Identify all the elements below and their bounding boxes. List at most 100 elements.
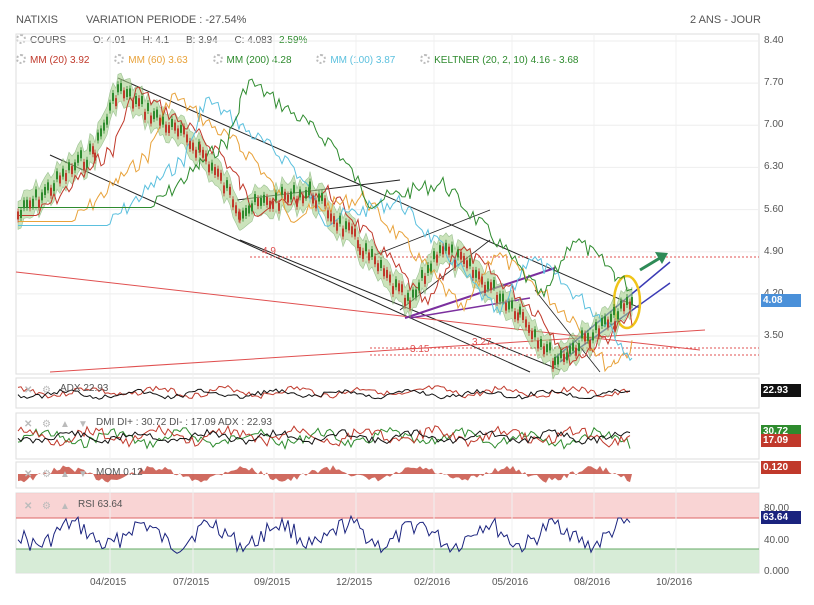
candle-body bbox=[220, 172, 222, 181]
period-selector[interactable]: 2 ANS - JOUR bbox=[690, 14, 761, 26]
candle-body bbox=[531, 331, 533, 340]
candle-body bbox=[103, 122, 105, 131]
mom-area bbox=[18, 465, 632, 483]
candle-body bbox=[481, 276, 483, 285]
candle-body bbox=[174, 122, 176, 131]
candle-body bbox=[499, 293, 501, 302]
level-label-3.27: 3.27 bbox=[472, 337, 492, 348]
candle-body bbox=[578, 343, 580, 352]
candle-body bbox=[442, 246, 444, 255]
trendline bbox=[534, 289, 601, 373]
candle-body bbox=[620, 300, 622, 309]
candle-body bbox=[94, 152, 96, 161]
candle-body bbox=[20, 209, 22, 218]
candle-body bbox=[147, 103, 149, 112]
close-icon[interactable]: ✕ bbox=[24, 501, 33, 512]
candle-body bbox=[595, 322, 597, 331]
gear-icon[interactable] bbox=[316, 54, 327, 64]
candle-body bbox=[106, 116, 108, 125]
x-tick-label: 02/2016 bbox=[414, 577, 451, 588]
gear-icon[interactable]: ⚙ bbox=[42, 419, 51, 430]
x-tick-label: 04/2015 bbox=[90, 577, 127, 588]
candle-body bbox=[71, 166, 73, 175]
gear-icon[interactable] bbox=[420, 54, 431, 64]
x-tick-label: 12/2015 bbox=[336, 577, 373, 588]
candle-body bbox=[371, 248, 373, 257]
mom-value-tag: 0.120 bbox=[761, 461, 801, 474]
rsi-label: RSI 63.64 bbox=[78, 499, 123, 510]
close-icon[interactable]: ✕ bbox=[24, 469, 33, 480]
candle-body bbox=[581, 330, 583, 339]
mm20-line bbox=[18, 86, 633, 367]
candle-body bbox=[439, 245, 441, 254]
candle-body bbox=[566, 352, 568, 361]
gear-icon[interactable] bbox=[212, 54, 223, 64]
di-minus-tag: 17.09 bbox=[761, 434, 801, 447]
gear-icon[interactable] bbox=[114, 54, 125, 64]
candle-body bbox=[517, 312, 519, 321]
candle-body bbox=[117, 84, 119, 93]
candle-body bbox=[235, 205, 237, 214]
candle-body bbox=[549, 342, 551, 351]
level-label-3.15: 3.15 bbox=[410, 344, 430, 355]
arrow-up-icon[interactable]: ▲ bbox=[60, 501, 70, 512]
candle-body bbox=[546, 344, 548, 353]
arrow-head bbox=[655, 252, 668, 264]
candle-body bbox=[56, 171, 58, 180]
candle-body bbox=[490, 282, 492, 291]
candle-body bbox=[144, 111, 146, 120]
level-label-4.9: 4.9 bbox=[262, 246, 276, 257]
gear-icon[interactable]: ⚙ bbox=[42, 469, 51, 480]
candle-body bbox=[284, 191, 286, 200]
candle-body bbox=[180, 124, 182, 133]
candle-body bbox=[336, 222, 338, 231]
gear-icon[interactable]: ⚙ bbox=[42, 385, 51, 396]
trendline-lower bbox=[49, 154, 531, 373]
di-plus-line bbox=[17, 426, 631, 451]
candle-body bbox=[424, 275, 426, 284]
rsi-tick: 80.00 bbox=[764, 503, 790, 514]
gear-icon[interactable]: ⚙ bbox=[42, 501, 51, 512]
candle-body bbox=[29, 200, 31, 209]
candle-body bbox=[614, 321, 616, 330]
candle-body bbox=[86, 159, 88, 168]
arrow-down-icon[interactable]: ▼ bbox=[78, 469, 88, 480]
gear-icon[interactable] bbox=[16, 34, 26, 44]
arrow-up-icon[interactable]: ▲ bbox=[60, 469, 70, 480]
candle-body bbox=[592, 332, 594, 341]
close-icon[interactable]: ✕ bbox=[24, 419, 33, 430]
candle-body bbox=[77, 154, 79, 163]
candle-body bbox=[302, 195, 304, 204]
candle-body bbox=[226, 180, 228, 189]
candle-body bbox=[623, 303, 625, 312]
arrow-down-icon[interactable]: ▼ bbox=[78, 419, 88, 430]
candle-body bbox=[156, 109, 158, 118]
rsi-value-tag: 63.64 bbox=[761, 511, 801, 524]
y-tick-label: 4.20 bbox=[764, 288, 783, 299]
adx-toolbar: ✕ ⚙ ADX 22.93 bbox=[24, 383, 108, 397]
candle-body bbox=[333, 216, 335, 225]
candle-body bbox=[557, 356, 559, 365]
candle-body bbox=[217, 168, 219, 177]
candle-body bbox=[251, 203, 253, 212]
candle-body bbox=[229, 186, 231, 195]
candle-body bbox=[50, 187, 52, 196]
mm200-line bbox=[18, 78, 633, 298]
arrow-up-icon[interactable]: ▲ bbox=[60, 419, 70, 430]
mm60-line bbox=[18, 92, 633, 373]
candle-body bbox=[23, 200, 25, 209]
price-series bbox=[17, 72, 633, 380]
mm100-label: MM (100) 3.87 bbox=[330, 55, 396, 66]
candle-body bbox=[83, 161, 85, 170]
candle-body bbox=[150, 115, 152, 124]
candle-body bbox=[348, 222, 350, 231]
candle-body bbox=[626, 296, 628, 305]
candle-body bbox=[287, 194, 289, 203]
candle-body bbox=[263, 194, 265, 203]
candle-body bbox=[418, 282, 420, 291]
close-icon[interactable]: ✕ bbox=[24, 385, 33, 396]
candle-body bbox=[321, 192, 323, 201]
gear-icon[interactable] bbox=[16, 54, 26, 64]
candle-body bbox=[484, 284, 486, 293]
